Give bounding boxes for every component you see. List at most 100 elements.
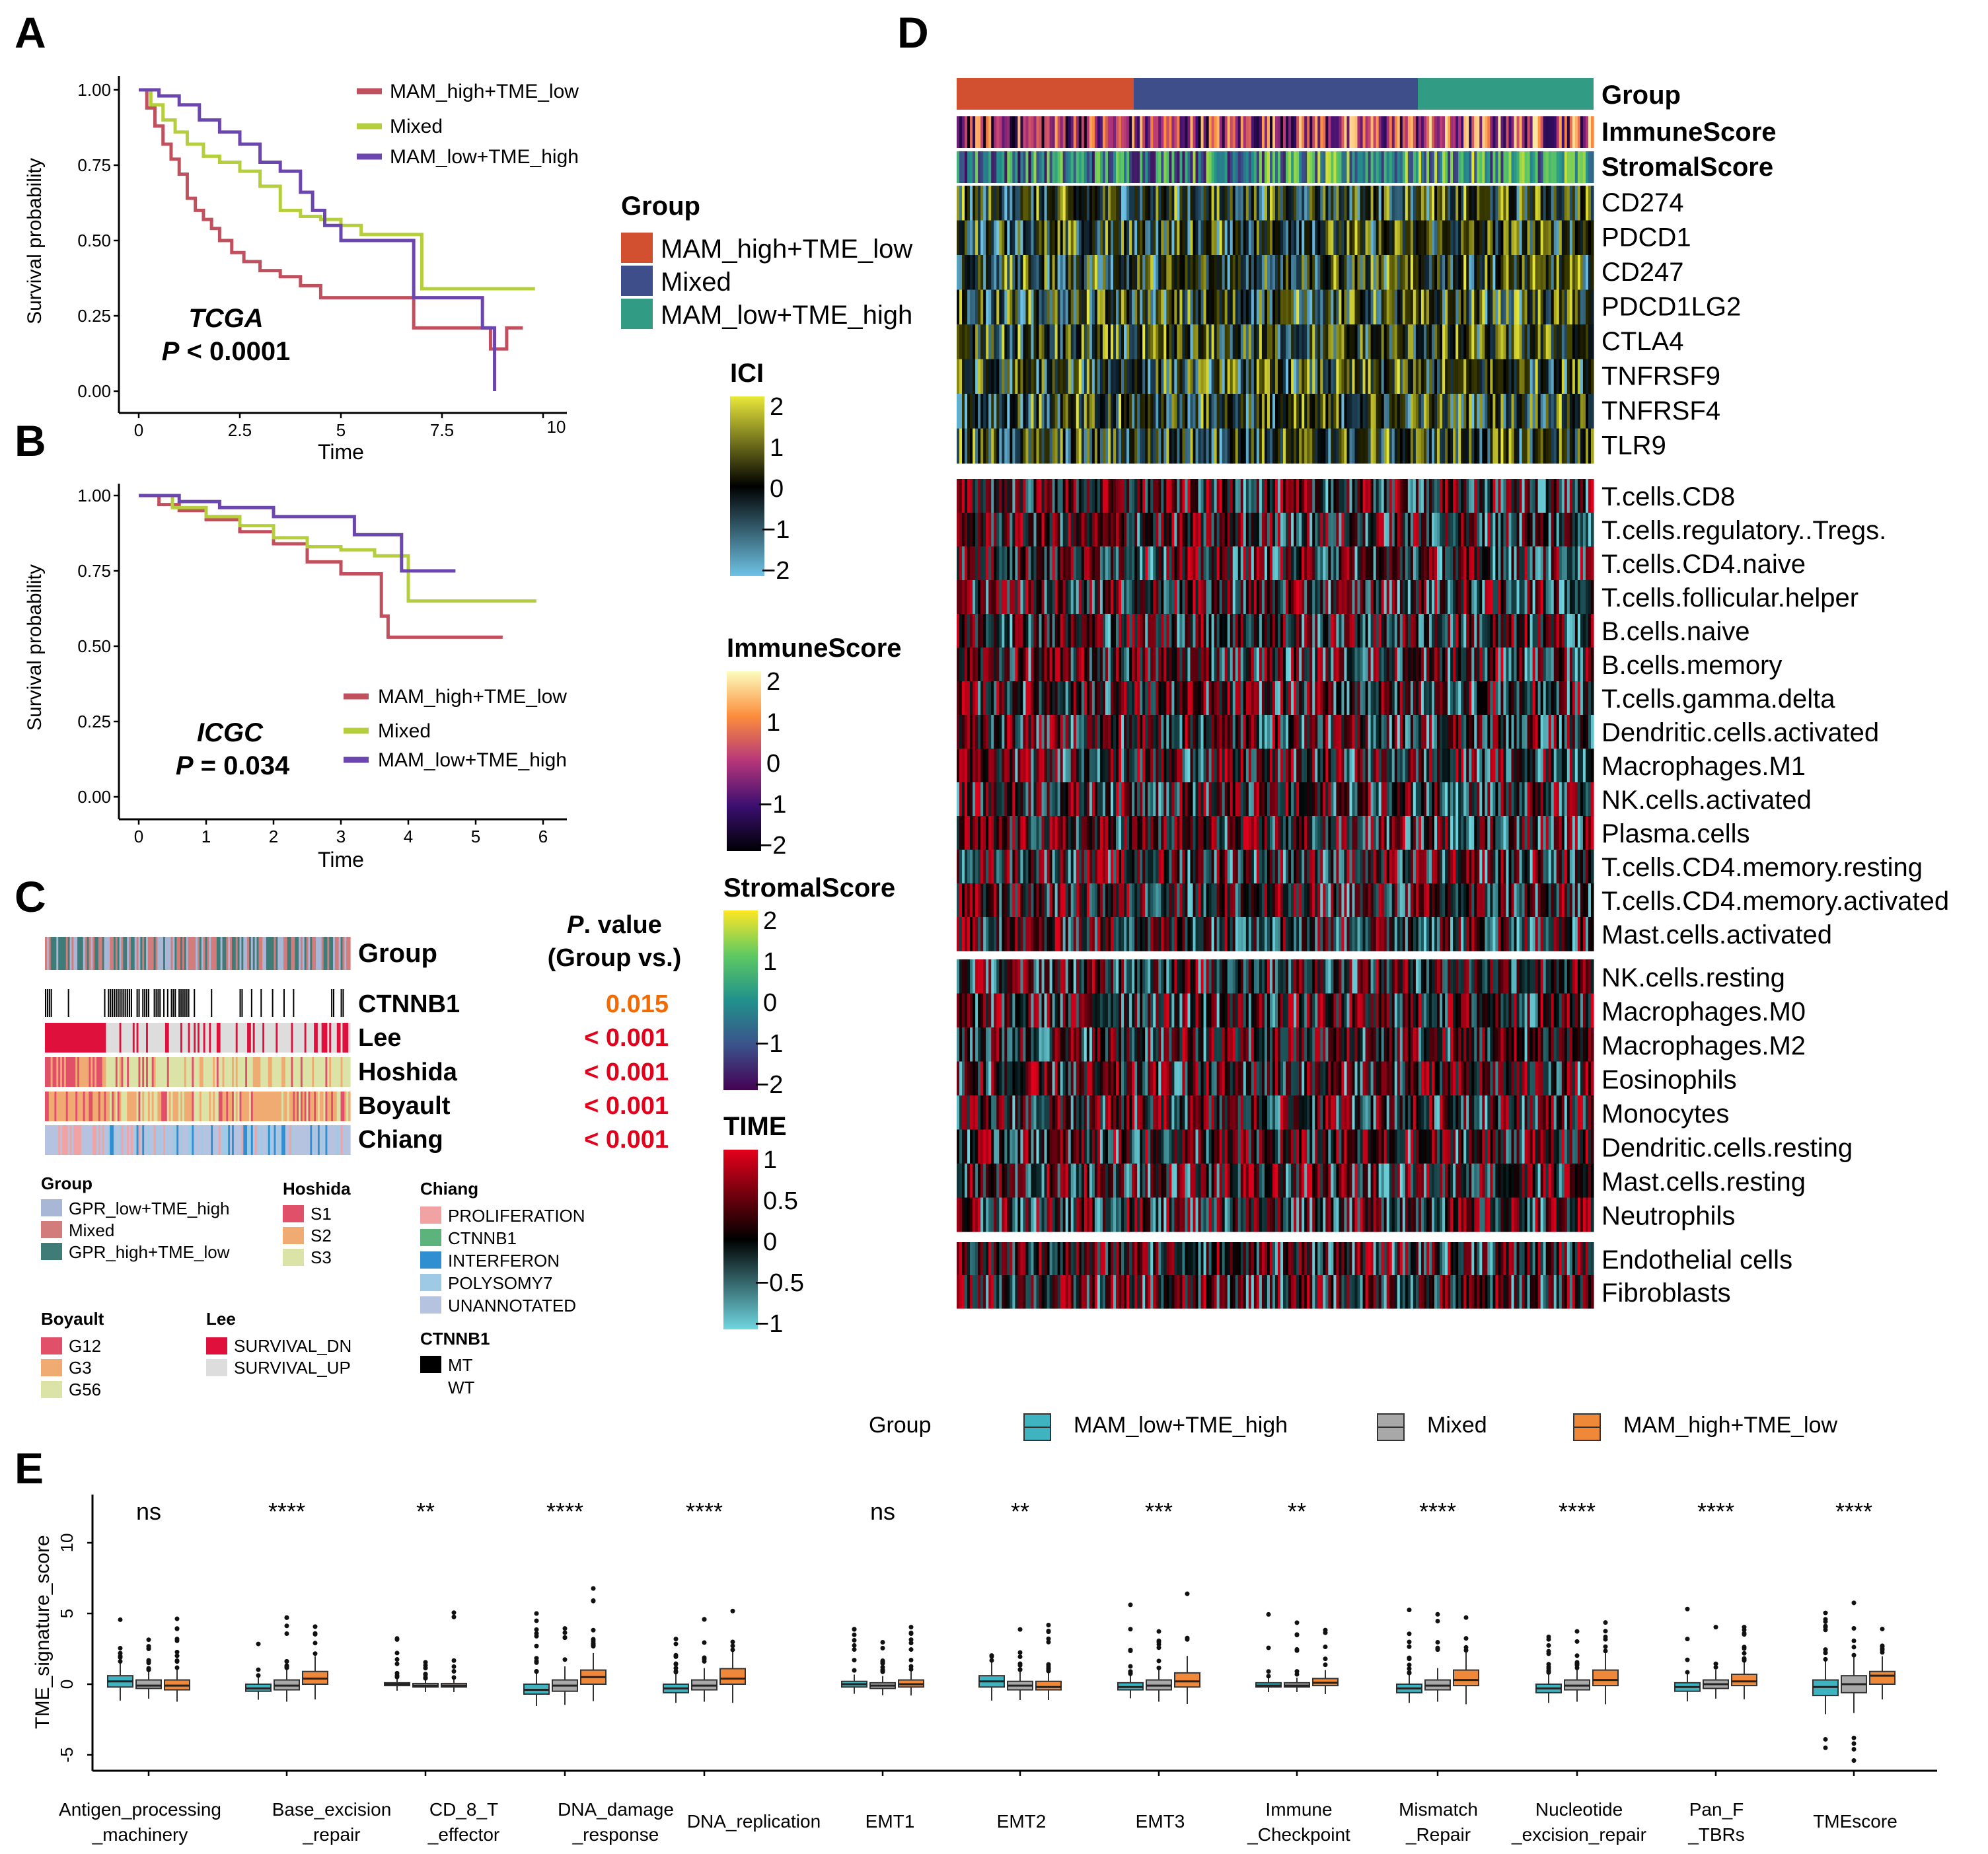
immune-cell-value — [1156, 513, 1159, 547]
immune-cell-value — [959, 513, 963, 547]
ici-cell — [1017, 186, 1021, 221]
ici-cell — [1121, 324, 1124, 360]
ici-cell — [983, 359, 986, 394]
ici-cell — [1097, 220, 1101, 256]
ici-cell — [1580, 359, 1584, 394]
hoshida-cell — [165, 1057, 168, 1087]
immunescore-cell — [1458, 116, 1461, 148]
immune-cell-value — [1148, 681, 1151, 716]
ici-cell — [1020, 359, 1024, 394]
legend-label: CTNNB1 — [448, 1228, 517, 1248]
ici-cell — [1227, 428, 1231, 464]
ici-cell — [1004, 220, 1008, 256]
ici-cell — [1017, 289, 1021, 325]
immune-cell-value — [1028, 648, 1032, 682]
immune-cell-value — [1039, 580, 1043, 614]
immune-cell-value — [1065, 580, 1069, 614]
ici-cell — [1373, 359, 1377, 394]
immune-cell-value — [1086, 479, 1090, 513]
ici-cell — [1582, 289, 1586, 325]
ici-cell — [1086, 220, 1090, 256]
ici-cell — [1023, 324, 1027, 360]
ici-cell — [1463, 220, 1467, 256]
ici-cell — [978, 359, 981, 394]
legend-swatch — [420, 1206, 441, 1224]
immune-cell-value — [1370, 513, 1374, 547]
immune-cell-value — [1224, 513, 1228, 547]
ici-cell — [1450, 359, 1454, 394]
immune-cell-value — [1333, 546, 1337, 581]
boyault-cell — [272, 1092, 275, 1121]
immune-cell-value — [1251, 546, 1255, 581]
hoshida-cell — [316, 1057, 318, 1087]
immunescore-cell — [1588, 116, 1592, 148]
stromalscore-cell — [1450, 151, 1454, 183]
immune-cell-value — [1405, 681, 1409, 716]
immune-cell-value — [1060, 513, 1064, 547]
immune-cell-value — [994, 681, 997, 716]
immune-cell-value — [1485, 513, 1488, 547]
ici-cell — [1405, 359, 1409, 394]
stromalscore-cell — [1527, 151, 1531, 183]
immune-cell-value — [959, 614, 963, 648]
immune-cell-value — [1294, 546, 1297, 581]
immune-cell-value — [978, 614, 981, 648]
immune-cell-value — [959, 546, 963, 581]
ici-cell — [1150, 428, 1154, 464]
immunescore-cell — [1397, 116, 1401, 148]
immune-cell-value — [1031, 614, 1035, 648]
immune-cell-value — [1222, 580, 1226, 614]
ici-cell — [1561, 220, 1565, 256]
mutation-mark — [180, 989, 182, 1017]
panel-label-c: C — [15, 872, 46, 921]
chiang-cell — [172, 1125, 175, 1155]
immune-cell-value — [1328, 648, 1331, 682]
immune-cell-value — [1490, 648, 1493, 682]
boyault-cell — [321, 1092, 324, 1121]
ici-cell — [1420, 324, 1424, 360]
immunescore-cell — [1086, 116, 1090, 148]
hoshida-cell — [130, 1057, 133, 1087]
immune-cell-value — [1004, 648, 1008, 682]
ici-cell — [1471, 220, 1475, 256]
immune-cell-value — [1582, 479, 1586, 513]
chiang-cell — [199, 1125, 202, 1155]
ici-cell — [1150, 289, 1154, 325]
boyault-cell — [115, 1092, 118, 1121]
ici-cell — [1208, 394, 1212, 429]
immune-cell-value — [1503, 546, 1507, 581]
immune-cell-value — [1466, 614, 1469, 648]
group-cell — [308, 937, 311, 970]
ici-cell — [1073, 359, 1077, 394]
group-cell — [211, 937, 213, 970]
y-tick-labels: 1.00 0.75 0.50 0.25 0.00 — [77, 486, 111, 807]
ici-cell — [1535, 324, 1539, 360]
immune-cell-value — [1278, 681, 1281, 716]
immune-cell-value — [1145, 546, 1148, 581]
chiang-cell — [205, 1125, 208, 1155]
ici-cell — [1222, 324, 1226, 360]
immune-cell-value — [1134, 681, 1138, 716]
immunescore-cell — [1389, 116, 1393, 148]
ici-cell — [1506, 255, 1510, 291]
boyault-cell — [233, 1092, 237, 1121]
ici-cell — [1341, 394, 1345, 429]
immune-cell-value — [1086, 546, 1090, 581]
ici-cell — [1572, 255, 1576, 291]
ici-cell — [991, 289, 994, 325]
immune-cell-value — [1590, 614, 1594, 648]
km-legend: MAM_high+TME_low Mixed MAM_low+TME_high — [344, 686, 567, 771]
ici-cell — [1124, 324, 1127, 360]
ici-cell — [975, 186, 978, 221]
immune-cell-value — [1498, 513, 1502, 547]
immunescore-cell — [1288, 116, 1292, 148]
ici-cell — [1110, 289, 1114, 325]
immune-cell-value — [1110, 580, 1114, 614]
immune-cell-value — [1532, 546, 1536, 581]
ici-cell — [1203, 255, 1207, 291]
stromalscore-cell — [1349, 151, 1353, 183]
group-cell — [188, 937, 191, 970]
mutation-mark — [123, 989, 125, 1017]
ici-cell — [967, 428, 971, 464]
immune-cell-value — [1232, 681, 1236, 716]
